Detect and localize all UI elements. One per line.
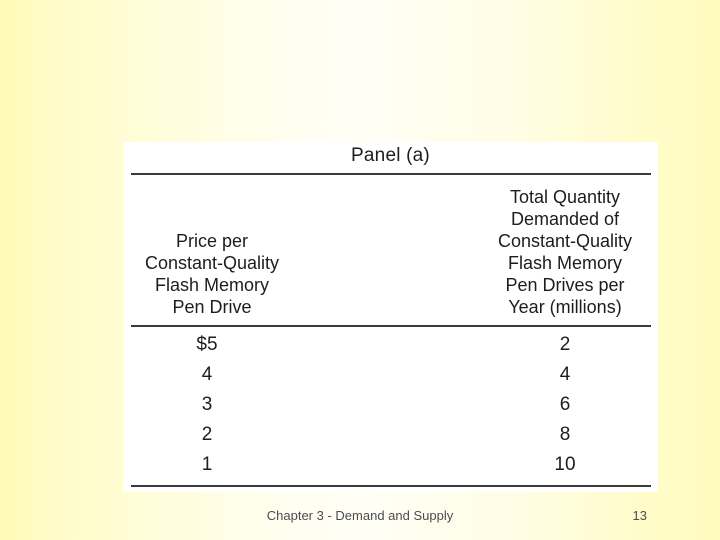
header-line: Pen Drives per bbox=[505, 275, 625, 295]
table-row: 3 6 bbox=[123, 390, 658, 420]
table-row: $5 2 bbox=[123, 330, 658, 360]
panel-title: Panel (a) bbox=[351, 145, 430, 166]
price-cell: 3 bbox=[201, 394, 213, 415]
header-line: Constant-Quality bbox=[144, 253, 280, 273]
quantity-cell: 2 bbox=[559, 334, 571, 355]
price-cell: $5 bbox=[196, 334, 218, 355]
header-line: Year (millions) bbox=[508, 297, 622, 317]
divider-bottom bbox=[131, 485, 651, 487]
page-number: 13 bbox=[632, 508, 647, 523]
price-cell: 4 bbox=[201, 364, 213, 385]
price-cell: 2 bbox=[201, 424, 213, 445]
quantity-column-header: Total Quantity Demanded of Constant-Qual… bbox=[475, 186, 655, 318]
quantity-cell: 4 bbox=[559, 364, 571, 385]
header-line: Demanded of bbox=[510, 209, 620, 229]
price-cell: 1 bbox=[201, 454, 213, 475]
header-line: Price per bbox=[175, 231, 249, 251]
table-row: 4 4 bbox=[123, 360, 658, 390]
demand-schedule-panel: Panel (a) Price per Constant-Quality Fla… bbox=[123, 142, 658, 492]
header-line: Flash Memory bbox=[154, 275, 270, 295]
quantity-cell: 10 bbox=[554, 454, 576, 475]
slide-footer: Chapter 3 - Demand and Supply bbox=[266, 508, 454, 523]
header-line: Constant-Quality bbox=[497, 231, 633, 251]
price-column-header: Price per Constant-Quality Flash Memory … bbox=[122, 230, 302, 318]
divider-under-title bbox=[131, 173, 651, 175]
header-line: Pen Drive bbox=[172, 297, 252, 317]
quantity-cell: 6 bbox=[559, 394, 571, 415]
header-line: Total Quantity bbox=[509, 187, 621, 207]
table-body: $5 2 4 4 3 6 2 8 1 10 bbox=[123, 330, 658, 480]
divider-under-headers bbox=[131, 325, 651, 327]
header-line: Flash Memory bbox=[507, 253, 623, 273]
table-row: 2 8 bbox=[123, 420, 658, 450]
quantity-cell: 8 bbox=[559, 424, 571, 445]
table-row: 1 10 bbox=[123, 450, 658, 480]
